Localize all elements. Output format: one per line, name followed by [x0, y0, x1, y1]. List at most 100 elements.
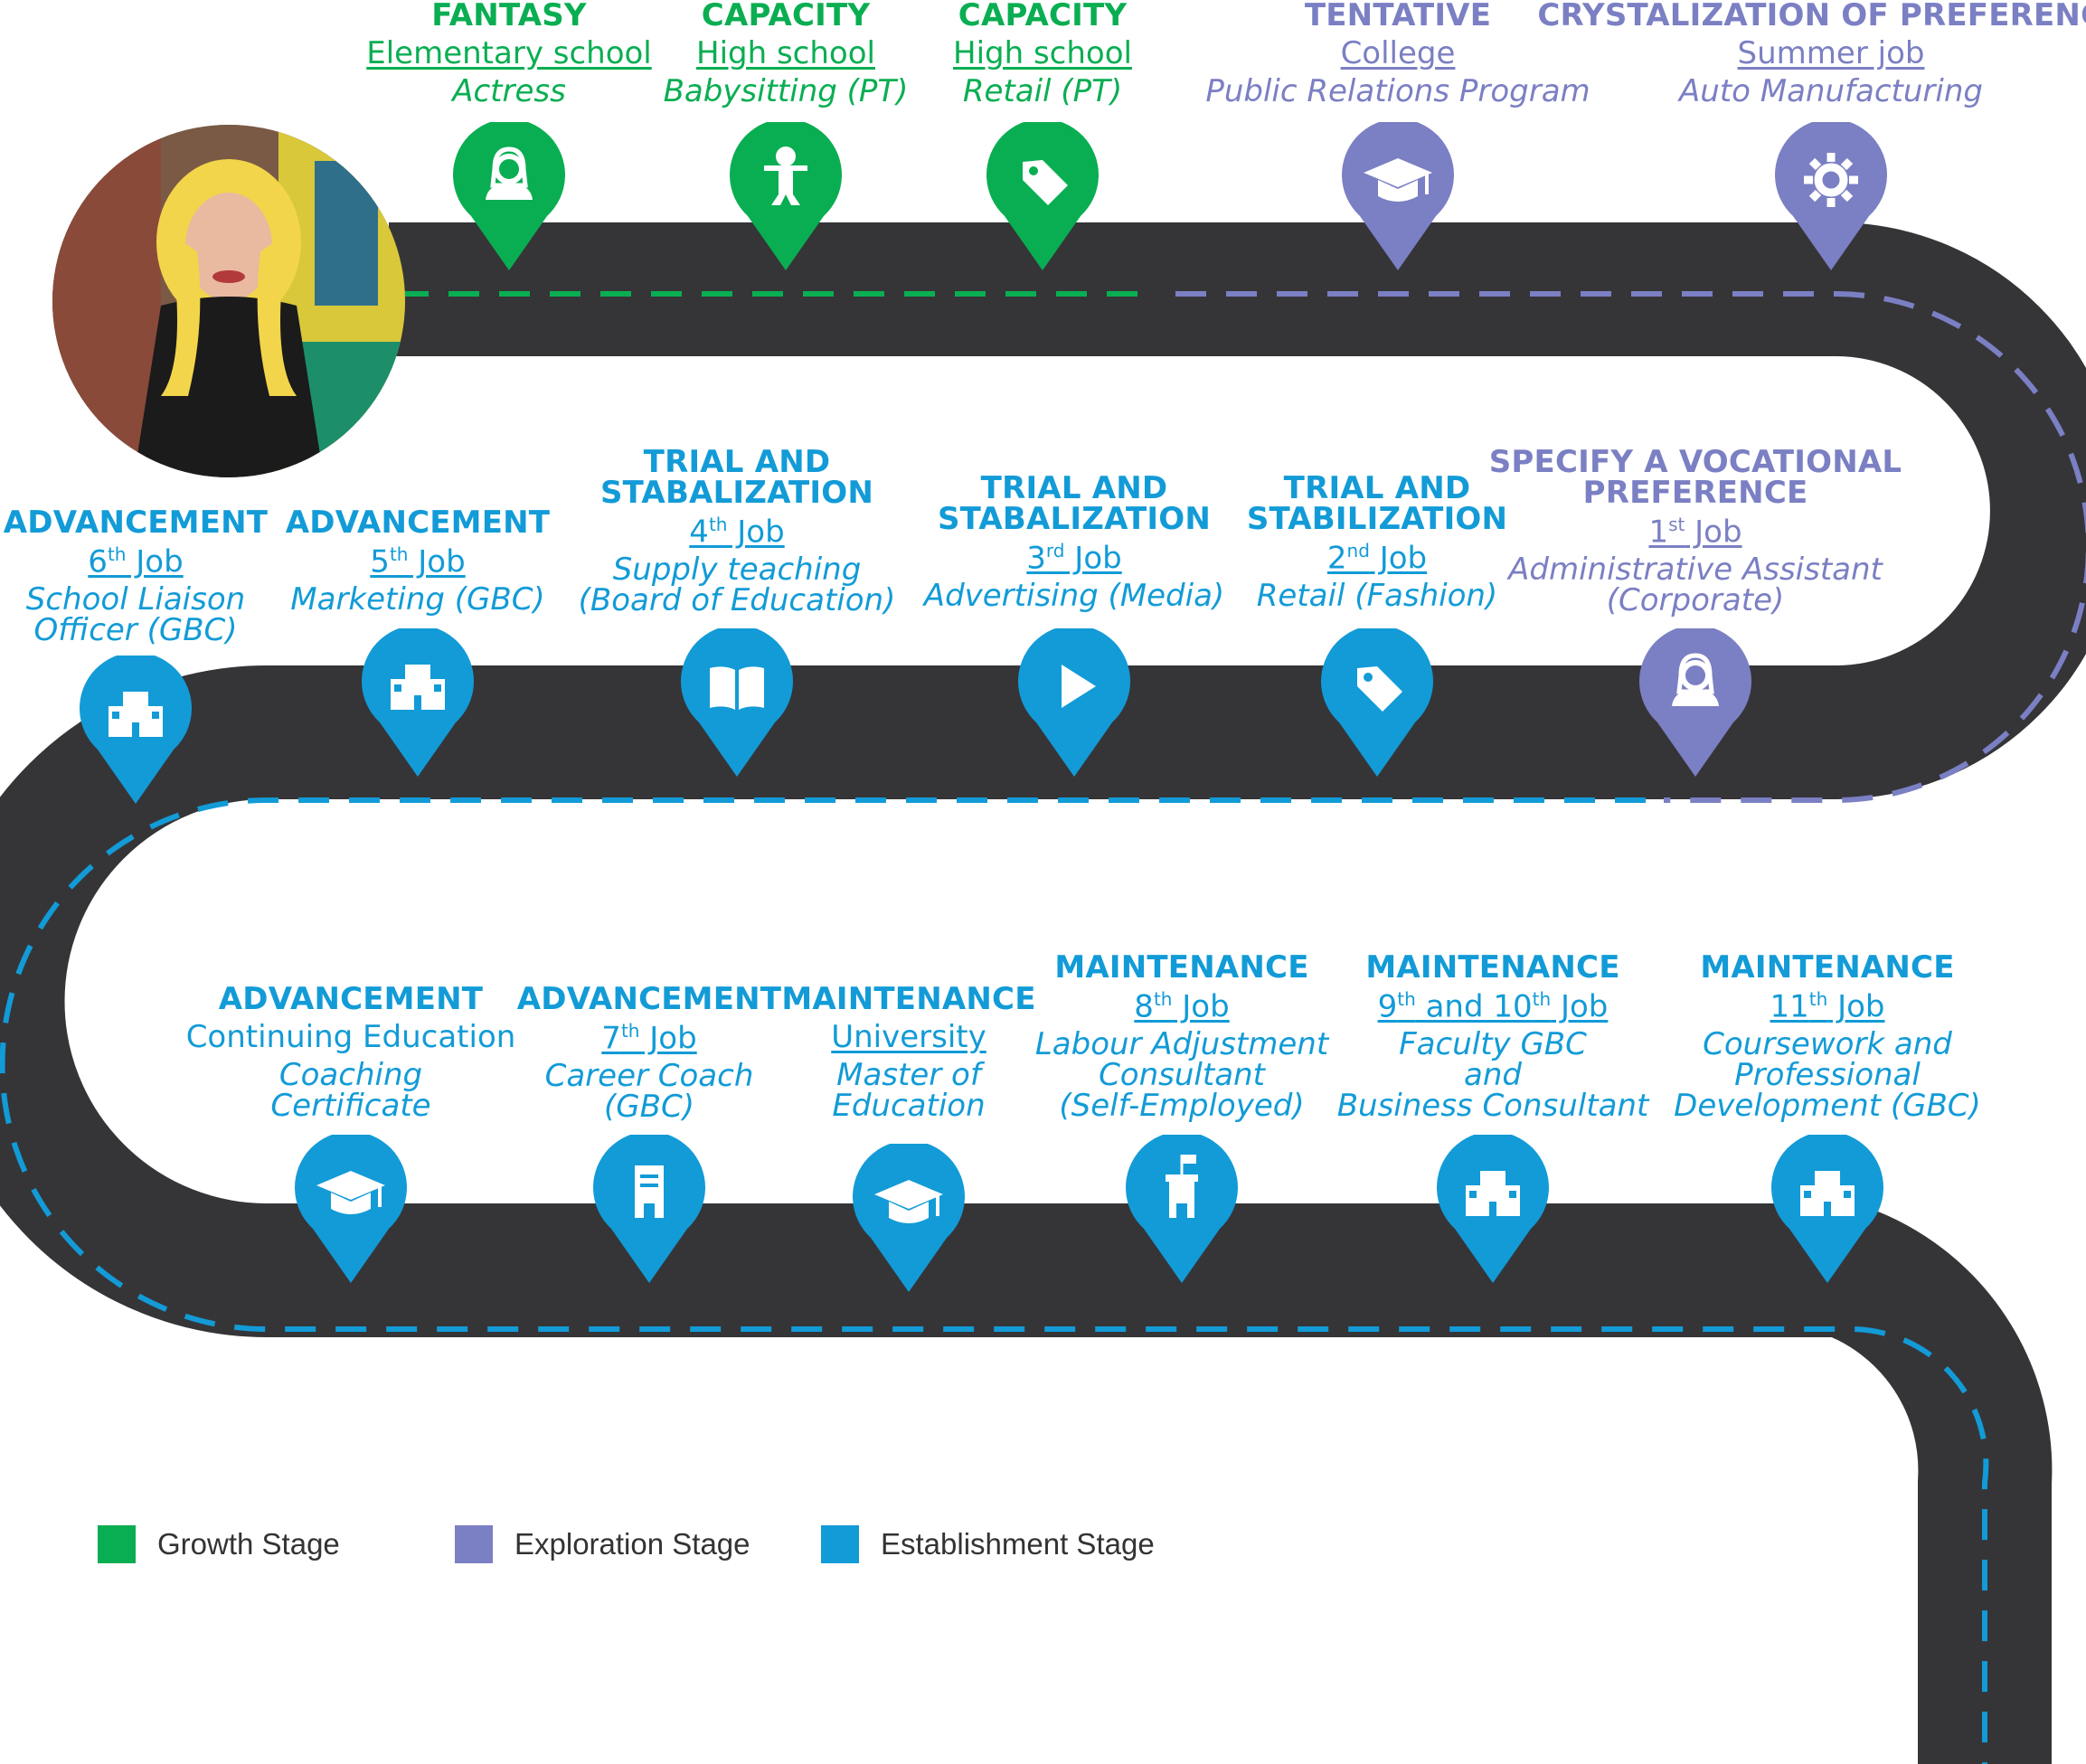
milestone-label: MAINTENANCE University Master of Education — [781, 984, 1035, 1121]
tower-icon — [635, 1165, 664, 1218]
detail-line: Career Coach — [544, 1058, 754, 1095]
map-pin — [1638, 628, 1753, 780]
milestone-label: TRIAL AND STABALIZATION 3rd Job Advertising… — [924, 473, 1224, 611]
milestone-job-number: 6th Job — [4, 545, 268, 577]
map-pin — [985, 122, 1100, 274]
ordinal-number: 2 — [1326, 540, 1347, 577]
milestone-job-number: 9th and 10th Job — [1337, 990, 1649, 1022]
milestone-label: TRIAL AND STABILIZATION 2nd Job Retail (Fas… — [1247, 473, 1507, 611]
milestone-detail: Auto Manufacturing — [1537, 76, 2086, 107]
person-icon — [1672, 653, 1719, 706]
stage-line: STABALIZATION — [599, 475, 874, 511]
job-word: Job — [1172, 988, 1230, 1025]
ordinal-suffix: rd — [1045, 540, 1065, 561]
map-pin — [1435, 1135, 1551, 1287]
detail-line: Master of — [836, 1057, 981, 1093]
milestone-label: MAINTENANCE 8th Job Labour Adjustment Consu… — [1035, 952, 1328, 1121]
milestone-detail: Supply teaching (Board of Education) — [579, 554, 896, 616]
job-word: Job — [1551, 988, 1609, 1025]
map-pin — [1770, 1135, 1885, 1287]
stage-line: TRIAL AND — [643, 444, 831, 480]
detail-line: Babysitting (PT) — [663, 73, 909, 109]
job-word: Job — [639, 1020, 697, 1057]
map-pin — [728, 122, 844, 274]
map-pin — [1773, 122, 1889, 274]
legend-label: Exploration Stage — [514, 1527, 750, 1561]
stage-line: ADVANCEMENT — [516, 981, 782, 1017]
detail-line: Certificate — [270, 1088, 431, 1124]
milestone-detail: Retail (Fashion) — [1247, 580, 1507, 611]
tag-icon — [1023, 160, 1068, 205]
map-pin — [1016, 628, 1132, 780]
milestone-context: Elementary school — [366, 35, 652, 71]
stage-line: FANTASY — [431, 0, 587, 33]
ordinal-suffix: th — [708, 514, 728, 535]
milestone-label: ADVANCEMENT 5th Job Marketing (GBC) — [286, 507, 550, 615]
stage-line: STABILIZATION — [1246, 501, 1508, 537]
detail-line: School Liaison — [25, 581, 246, 618]
ordinal-number: 9 — [1377, 988, 1398, 1025]
stage-line: MAINTENANCE — [1700, 949, 1955, 986]
detail-line: (GBC) — [604, 1089, 694, 1126]
milestone-label: ADVANCEMENT Continuing Education Coaching C… — [186, 984, 516, 1121]
milestone-label: MAINTENANCE 9th and 10th Job Faculty GBC an… — [1337, 952, 1649, 1121]
milestone-stage: MAINTENANCE — [1337, 952, 1649, 983]
milestone-detail: Coaching Certificate — [186, 1060, 516, 1121]
ordinal-suffix: th — [1532, 988, 1552, 1010]
ordinal-suffix: th — [1397, 988, 1416, 1010]
milestone-detail: Administrative Assistant (Corporate) — [1489, 554, 1902, 616]
tag-icon — [1357, 666, 1402, 712]
detail-line: Coaching — [278, 1057, 423, 1093]
ordinal-number: 5 — [370, 543, 390, 580]
milestone-stage: MAINTENANCE — [1674, 952, 1981, 983]
milestone-stage: TRIAL AND STABILIZATION — [1247, 473, 1507, 534]
building-icon — [109, 692, 163, 737]
stage-line: TENTATIVE — [1304, 0, 1492, 33]
detail-line: Marketing (GBC) — [290, 581, 545, 618]
milestone-detail: Labour Adjustment Consultant (Self-Employe… — [1035, 1029, 1328, 1121]
ordinal-suffix: th — [1153, 988, 1173, 1010]
milestone-label: TENTATIVE College Public Relations Program — [1205, 0, 1590, 107]
milestone-label: ADVANCEMENT 6th Job School Liaison Officer … — [4, 507, 268, 646]
lane-line-exploration — [1175, 291, 2086, 803]
map-pin — [679, 628, 795, 780]
ordinal-number: 11 — [1770, 988, 1809, 1025]
detail-line: Consultant — [1099, 1057, 1265, 1094]
milestone-detail: Advertising (Media) — [924, 580, 1224, 611]
detail-line: Auto Manufacturing — [1679, 73, 1983, 109]
stage-line: MAINTENANCE — [1054, 949, 1309, 986]
stage-line: PREFERENCE — [1582, 475, 1808, 511]
building-icon — [1466, 1171, 1520, 1216]
baby-icon — [764, 146, 807, 205]
ordinal-number: 1 — [1648, 514, 1669, 551]
job-word: Job — [1064, 540, 1122, 577]
map-pin — [360, 628, 476, 780]
detail-line: Education — [832, 1088, 986, 1124]
ordinal-number: 7 — [601, 1020, 621, 1057]
stage-line: SPECIFY A VOCATIONAL — [1488, 444, 1902, 480]
graduation-cap-icon — [1364, 158, 1432, 202]
milestone-context: Continuing Education — [185, 1019, 516, 1055]
milestone-stage: SPECIFY A VOCATIONAL PREFERENCE — [1489, 447, 1902, 508]
ordinal-middle: and 10 — [1415, 988, 1533, 1025]
detail-line: and — [1464, 1057, 1522, 1094]
milestone-detail: Actress — [366, 76, 652, 107]
milestone-job-number: 5th Job — [286, 545, 550, 577]
milestone-detail: Retail (PT) — [953, 76, 1132, 107]
gear-icon — [1804, 153, 1858, 207]
detail-line: Supply teaching — [612, 552, 862, 589]
map-pin — [1340, 122, 1456, 274]
job-word: Job — [727, 514, 785, 551]
ordinal-suffix: th — [620, 1020, 640, 1042]
detail-line: Public Relations Program — [1205, 73, 1590, 109]
detail-line: Administrative Assistant — [1508, 552, 1883, 589]
milestone-label: MAINTENANCE 11th Job Coursework and Profess… — [1674, 952, 1981, 1121]
milestone-stage: CAPACITY — [953, 0, 1132, 31]
detail-line: (Board of Education) — [578, 582, 896, 619]
graduation-cap-icon — [316, 1171, 385, 1214]
milestone-detail: Master of Education — [781, 1060, 1035, 1121]
stage-line: CAPACITY — [958, 0, 1128, 33]
legend-swatch-growth — [98, 1525, 136, 1563]
milestone-label: CRYSTALIZATION OF PREFERENCE Summer job Au… — [1537, 0, 2086, 107]
